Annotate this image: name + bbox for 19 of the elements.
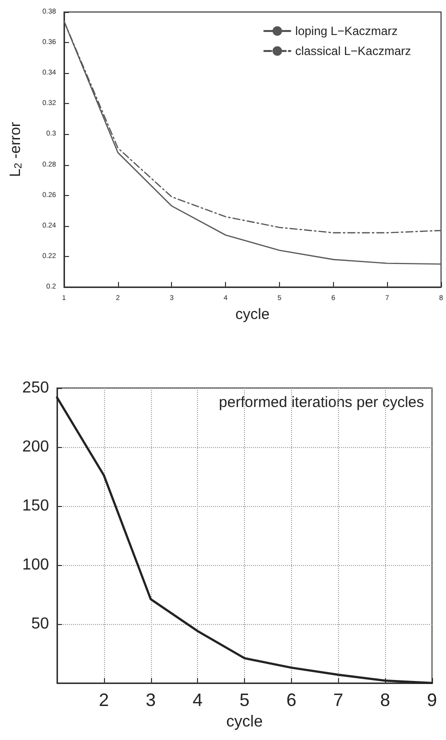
- x-tick-label: 2: [98, 690, 109, 710]
- x-tick-label: 9: [426, 690, 438, 710]
- y-tick-label: 100: [22, 556, 50, 574]
- x-tick-label: 5: [239, 690, 250, 710]
- x-axis-title: cycle: [235, 306, 270, 323]
- legend-label: loping L−Kaczmarz: [295, 24, 398, 38]
- x-axis-title: cycle: [226, 713, 263, 730]
- x-tick-label: 8: [380, 690, 390, 710]
- y-tick-label: 50: [31, 616, 50, 632]
- x-tick-label: 3: [146, 690, 156, 710]
- y-axis-title: L2 -error: [7, 122, 24, 178]
- annotation: performed iterations per cycles: [218, 394, 424, 411]
- y-tick-label: 200: [22, 438, 50, 456]
- legend-label: classical L−Kaczmarz: [295, 44, 412, 58]
- y-tick-label: 150: [22, 498, 50, 514]
- x-tick-label: 6: [286, 690, 296, 710]
- y-tick-label: 250: [22, 380, 50, 396]
- x-tick-label: 7: [333, 690, 344, 710]
- x-tick-label: 4: [192, 690, 203, 710]
